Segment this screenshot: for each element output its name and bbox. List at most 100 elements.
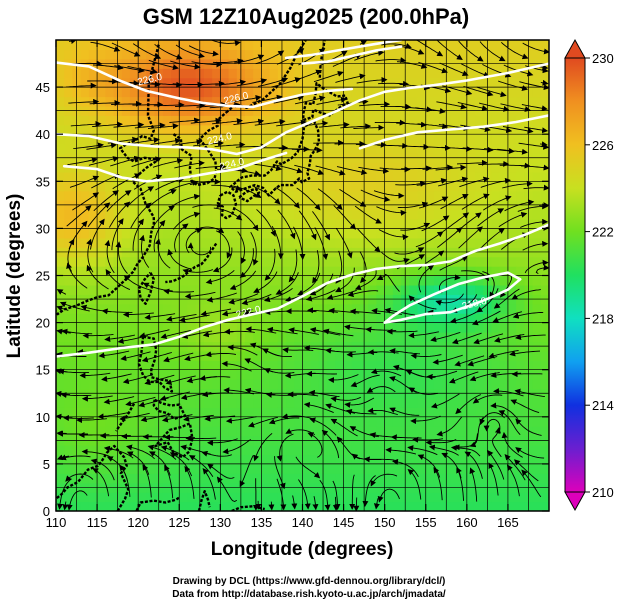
field-cell [433, 397, 443, 408]
field-cell [392, 397, 402, 408]
field-cell [302, 87, 312, 98]
field-cell [302, 77, 312, 88]
field-cell [88, 426, 98, 437]
field-cell [179, 360, 189, 371]
field-cell [532, 171, 542, 182]
field-cell [335, 87, 345, 98]
field-cell [146, 40, 156, 51]
field-cell [203, 426, 213, 437]
streamline [510, 399, 540, 414]
field-cell [425, 256, 435, 267]
field-cell [499, 143, 509, 154]
field-cell [286, 218, 295, 229]
field-cell [97, 124, 106, 135]
field-cell [475, 332, 484, 343]
field-cell [392, 501, 402, 511]
field-cell [212, 303, 221, 314]
field-cell [376, 303, 386, 314]
field-cell [376, 96, 386, 107]
field-cell [146, 77, 156, 88]
field-cell [121, 322, 131, 333]
field-cell [384, 397, 394, 408]
field-cell [343, 416, 353, 427]
field-cell [269, 68, 279, 79]
field-cell [138, 492, 147, 503]
field-cell [212, 237, 221, 248]
streamline [522, 240, 549, 251]
streamline [272, 164, 304, 174]
field-cell [458, 96, 468, 107]
streamline [335, 73, 366, 83]
field-cell [351, 369, 361, 380]
field-cell [302, 492, 312, 503]
field-cell [88, 124, 98, 135]
field-cell [409, 454, 419, 465]
streamline [292, 69, 323, 82]
streamline [353, 124, 385, 131]
field-cell [499, 332, 509, 343]
field-cell [466, 426, 476, 437]
field-cell [80, 171, 90, 182]
field-cell [261, 124, 271, 135]
field-cell [516, 190, 525, 201]
field-cell [253, 40, 263, 51]
field-cell [253, 416, 263, 427]
field-cell [179, 369, 189, 380]
field-cell [409, 143, 419, 154]
field-cell [491, 322, 501, 333]
field-cell [540, 115, 549, 126]
field-cell [269, 492, 279, 503]
field-cell [138, 256, 147, 267]
field-cell [491, 360, 501, 371]
field-cell [97, 40, 106, 51]
field-cell [286, 322, 295, 333]
field-cell [499, 181, 509, 192]
field-cell [212, 313, 221, 324]
field-cell [88, 454, 98, 465]
field-cell [105, 379, 115, 390]
field-cell [409, 445, 419, 456]
field-cell [466, 416, 476, 427]
field-cell [507, 40, 517, 51]
field-cell [302, 266, 312, 277]
field-cell [392, 218, 402, 229]
streamline [68, 98, 100, 105]
field-cell [105, 416, 115, 427]
field-cell [368, 190, 378, 201]
field-cell [433, 322, 443, 333]
streamline [160, 445, 190, 461]
field-cell [64, 445, 74, 456]
streamline [174, 223, 189, 253]
field-cell [129, 162, 139, 173]
field-cell [450, 416, 460, 427]
field-cell [162, 256, 172, 267]
field-cell [376, 313, 386, 324]
field-cell [212, 190, 221, 201]
streamline [497, 148, 528, 155]
streamline [69, 175, 100, 188]
contour-222 [56, 223, 549, 358]
field-cell [392, 369, 402, 380]
field-cell [294, 134, 304, 145]
field-cell [121, 134, 131, 145]
field-cell [80, 115, 90, 126]
streamline [155, 177, 185, 191]
streamline [79, 372, 111, 379]
field-cell [179, 124, 189, 135]
field-cell [491, 275, 501, 286]
field-cell [261, 115, 271, 126]
field-cell [146, 350, 156, 361]
streamline [123, 275, 152, 291]
streamline [453, 433, 478, 451]
field-cell [433, 209, 443, 220]
field-cell [532, 426, 542, 437]
field-cell [286, 501, 295, 511]
field-cell [392, 96, 402, 107]
field-cell [129, 275, 139, 286]
streamline [328, 374, 359, 384]
field-cell [343, 313, 353, 324]
field-cell [409, 303, 419, 314]
field-cell [499, 87, 509, 98]
field-cell [220, 313, 230, 324]
